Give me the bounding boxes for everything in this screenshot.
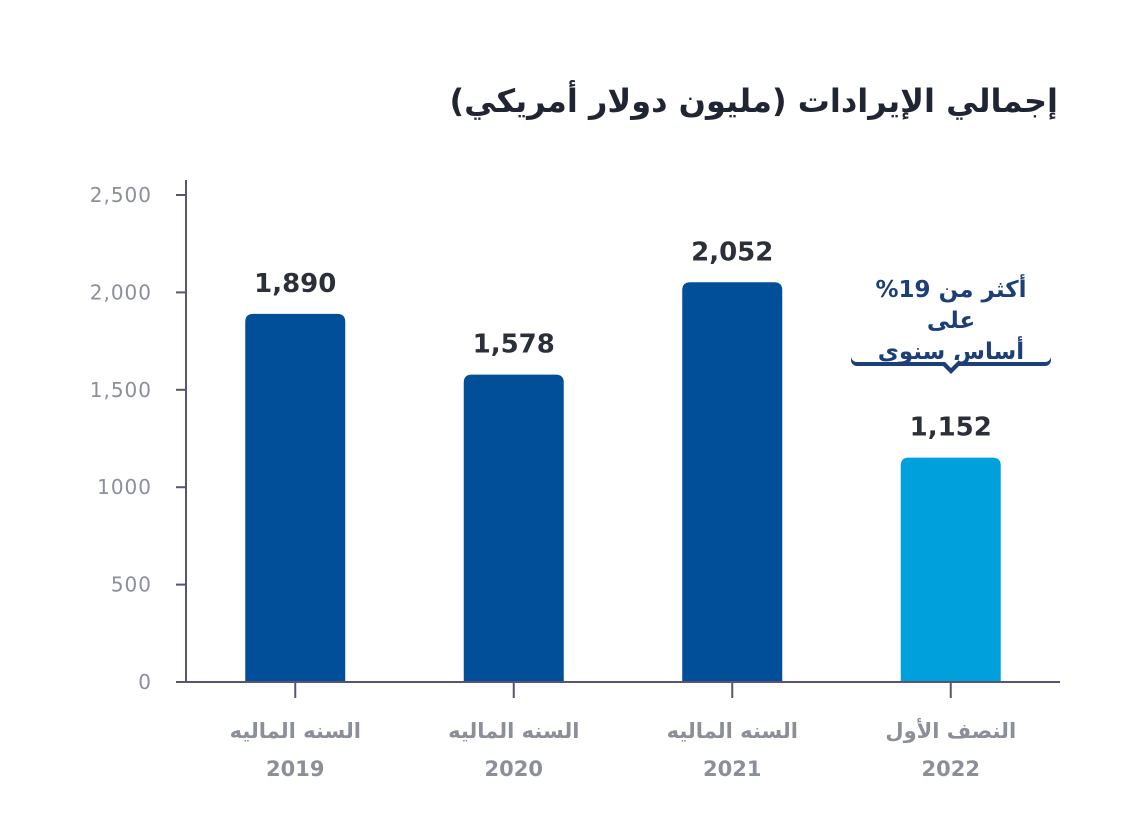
bar <box>900 457 1001 682</box>
y-tick-label: 1,500 <box>90 378 152 402</box>
value-label: 1,578 <box>473 330 555 360</box>
category-labels: السنه الماليه 2019 السنه الماليه 2020 السنه … <box>230 682 1016 781</box>
callout-pointer <box>941 364 961 374</box>
value-label: 1,152 <box>910 413 992 443</box>
bar <box>245 313 346 682</box>
y-tick-label: 0 <box>138 670 152 694</box>
callout-line-1: أكثر من 19% على <box>875 276 1027 334</box>
y-tick-label: 1000 <box>97 475 152 499</box>
category-label-line2: 2019 <box>266 757 324 781</box>
category-label-line1: النصف الأول <box>885 717 1016 743</box>
y-tick-label: 2,500 <box>90 183 152 207</box>
bars <box>245 282 1001 682</box>
category-label-line2: 2022 <box>922 757 980 781</box>
y-tick-label: 2,000 <box>90 280 152 304</box>
category-label-line2: 2021 <box>703 757 761 781</box>
category-label-line1: السنه الماليه <box>667 719 798 743</box>
value-labels: 1,890 1,578 2,052 1,152 <box>254 237 992 442</box>
bar <box>463 374 564 682</box>
chart-title: إجمالي الإيرادات (مليون دولار أمريكي) <box>449 82 1059 120</box>
y-axis-ticks: 0 500 1000 1,500 2,000 2,500 <box>90 183 186 694</box>
callout-pointer-fill <box>943 360 959 368</box>
category-label-line2: 2020 <box>485 757 543 781</box>
category-label-line1: السنه الماليه <box>448 719 579 743</box>
bar <box>682 282 783 682</box>
category-label-line1: السنه الماليه <box>230 719 361 743</box>
value-label: 1,890 <box>254 269 336 299</box>
value-label: 2,052 <box>691 237 773 267</box>
y-tick-label: 500 <box>111 573 152 597</box>
yoy-growth-callout: أكثر من 19% على أساس سنوي <box>851 277 1051 365</box>
